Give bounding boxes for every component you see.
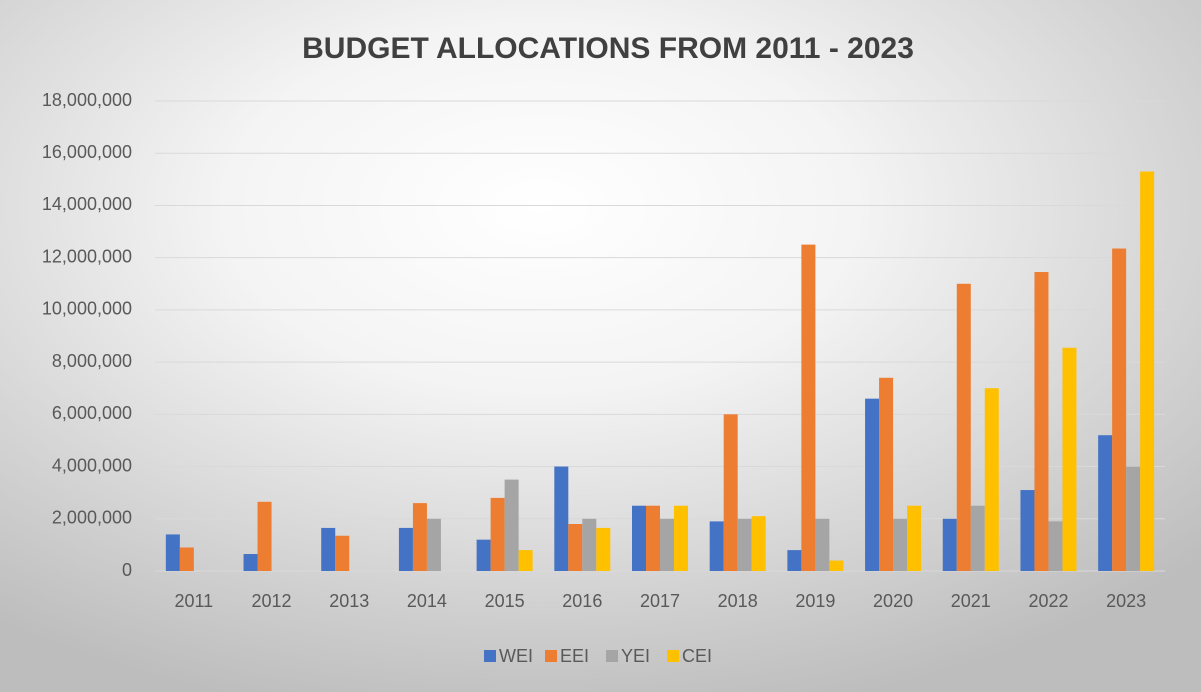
x-tick-label: 2012 — [252, 591, 292, 611]
legend-label: YEI — [621, 646, 650, 666]
bar — [984, 388, 999, 571]
bar — [829, 560, 844, 571]
bar — [1098, 435, 1113, 571]
bar — [723, 414, 738, 571]
x-tick-label: 2016 — [562, 591, 602, 611]
y-tick-label: 6,000,000 — [52, 403, 132, 423]
bar — [596, 527, 611, 571]
y-tick-label: 2,000,000 — [52, 508, 132, 528]
bar — [709, 521, 724, 571]
legend-label: CEI — [682, 646, 712, 666]
bar — [907, 505, 922, 571]
bar — [787, 550, 802, 571]
bar — [1112, 248, 1127, 571]
bar — [179, 547, 194, 571]
bar — [1034, 272, 1049, 571]
bar — [1140, 171, 1155, 571]
bar — [865, 398, 880, 571]
bar — [893, 518, 908, 571]
bar — [1126, 466, 1141, 571]
y-tick-label: 18,000,000 — [42, 90, 132, 110]
bar — [568, 524, 583, 571]
bar — [490, 497, 505, 571]
bar — [321, 527, 336, 571]
bar — [398, 527, 413, 571]
bar — [801, 244, 816, 571]
y-tick-label: 16,000,000 — [42, 142, 132, 162]
chart-title: BUDGET ALLOCATIONS FROM 2011 - 2023 — [302, 32, 914, 65]
x-tick-label: 2014 — [407, 591, 447, 611]
bar — [554, 466, 569, 571]
bar — [257, 501, 272, 571]
bar — [335, 535, 350, 571]
x-tick-label: 2011 — [174, 591, 213, 611]
y-tick-label: 0 — [122, 560, 132, 580]
legend-label: EEI — [560, 646, 589, 666]
bar — [1020, 490, 1035, 571]
bar — [632, 505, 646, 571]
legend-swatch — [545, 650, 557, 662]
y-tick-label: 14,000,000 — [42, 194, 132, 214]
x-tick-label: 2020 — [873, 591, 913, 611]
bar — [970, 505, 985, 571]
x-tick-label: 2021 — [951, 591, 991, 611]
y-tick-label: 4,000,000 — [52, 455, 132, 475]
bar — [476, 539, 491, 571]
bar — [879, 377, 894, 571]
bar — [165, 534, 180, 571]
bar — [751, 516, 766, 571]
bar — [426, 518, 441, 571]
legend-swatch — [484, 650, 496, 662]
bar — [518, 550, 533, 571]
bar — [1062, 347, 1077, 571]
x-tick-label: 2013 — [329, 591, 369, 611]
bar — [674, 505, 688, 571]
y-tick-label: 12,000,000 — [42, 246, 132, 266]
bar — [243, 554, 258, 571]
legend-label: WEI — [499, 646, 533, 666]
bar — [956, 283, 971, 571]
bar — [412, 503, 427, 571]
x-tick-label: 2019 — [795, 591, 835, 611]
bar — [504, 479, 519, 571]
bar — [660, 518, 674, 571]
y-tick-label: 8,000,000 — [52, 351, 132, 371]
legend-swatch — [667, 650, 679, 662]
y-tick-label: 10,000,000 — [42, 299, 132, 319]
x-tick-label: 2018 — [718, 591, 758, 611]
x-tick-label: 2015 — [485, 591, 525, 611]
bar — [582, 518, 597, 571]
bar — [737, 518, 752, 571]
bar — [942, 518, 957, 571]
x-tick-label: 2022 — [1028, 591, 1068, 611]
x-tick-label: 2017 — [640, 591, 680, 611]
bar — [815, 518, 830, 571]
bar — [1048, 521, 1063, 571]
x-tick-label: 2023 — [1106, 591, 1146, 611]
bar — [646, 505, 660, 571]
legend-swatch — [606, 650, 618, 662]
